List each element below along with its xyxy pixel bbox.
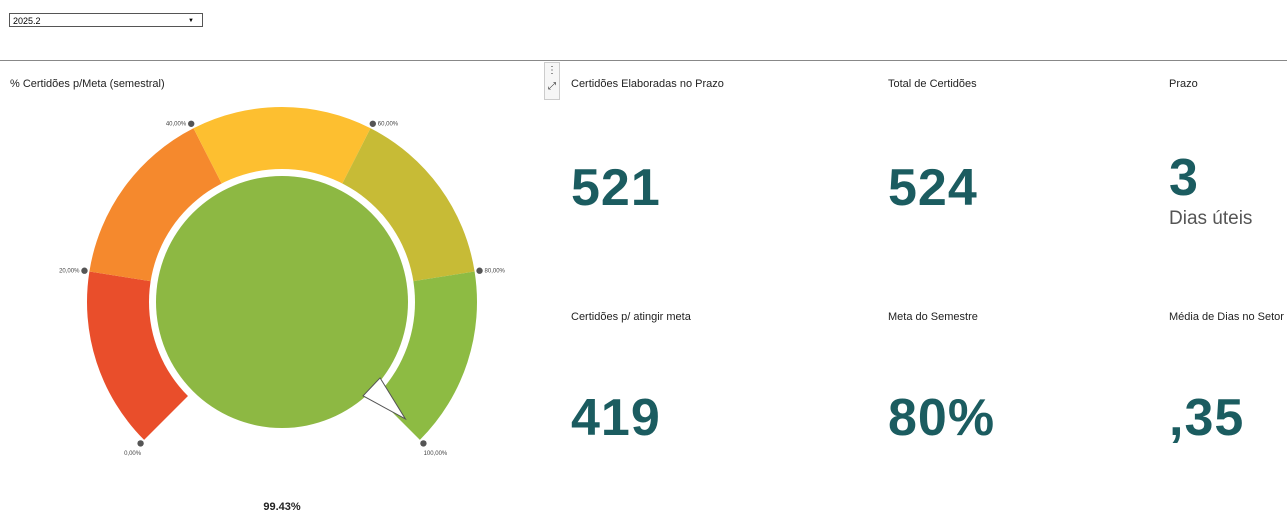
kpi-title: Meta do Semestre bbox=[888, 311, 978, 323]
kpi-value: 3 bbox=[1169, 149, 1199, 207]
kpi-value: 521 bbox=[571, 159, 661, 217]
tick-label: 40,00% bbox=[166, 121, 187, 127]
select-value: 2025.2 bbox=[13, 16, 41, 26]
kpi-unit: Dias úteis bbox=[1169, 208, 1253, 229]
gauge-value: 99.43% bbox=[263, 501, 301, 513]
tick-dot bbox=[420, 440, 427, 447]
tick-label: 0,00% bbox=[124, 451, 142, 457]
period-select[interactable]: 2025.2 ▼ bbox=[9, 13, 203, 27]
tick-label: 60,00% bbox=[378, 121, 399, 127]
gauge-center bbox=[156, 176, 408, 428]
kpi-title: Certidões Elaboradas no Prazo bbox=[571, 78, 724, 90]
gauge-band bbox=[89, 128, 223, 282]
kpi-value: ,35 bbox=[1169, 389, 1245, 447]
divider bbox=[0, 60, 1287, 61]
gauge-band bbox=[193, 107, 371, 186]
tick-label: 20,00% bbox=[59, 268, 80, 274]
gauge-needle bbox=[362, 377, 407, 421]
kpi-title: Total de Certidões bbox=[888, 78, 977, 90]
gauge-band bbox=[374, 271, 477, 440]
tick-dot bbox=[188, 120, 195, 127]
tick-label: 80,00% bbox=[485, 268, 506, 274]
kpi-title: Prazo bbox=[1169, 78, 1198, 90]
kpi-title: Média de Dias no Setor bbox=[1169, 311, 1284, 323]
visual-menu[interactable]: ⋮ ⤢ bbox=[544, 62, 560, 100]
kpi-title: Certidões p/ atingir meta bbox=[571, 311, 691, 323]
gauge-band bbox=[341, 128, 475, 282]
tick-dot bbox=[137, 440, 144, 447]
gauge-band bbox=[87, 271, 190, 440]
tick-label: 100,00% bbox=[424, 451, 448, 457]
kpi-value: 419 bbox=[571, 389, 661, 447]
kpi-value: 524 bbox=[888, 159, 978, 217]
tick-dot bbox=[369, 120, 376, 127]
tick-dot bbox=[476, 267, 483, 274]
kpi-value: 80% bbox=[888, 389, 996, 447]
tick-dot bbox=[81, 267, 88, 274]
gauge-title: % Certidões p/Meta (semestral) bbox=[10, 78, 165, 90]
select-arrow: ▼ bbox=[188, 18, 194, 24]
